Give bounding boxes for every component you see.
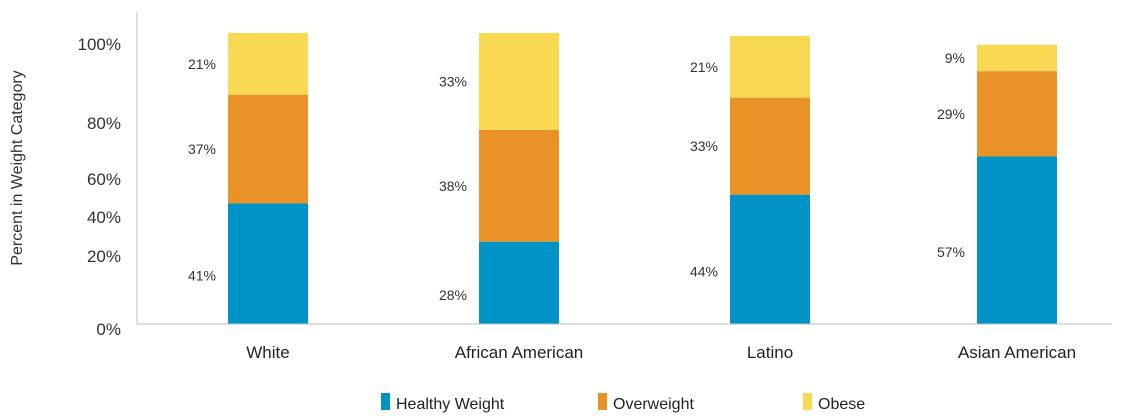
data-label: 21% xyxy=(188,56,216,72)
x-category-label: Asian American xyxy=(958,343,1076,362)
legend-swatch xyxy=(803,393,812,410)
y-axis-title: Percent in Weight Category xyxy=(9,70,26,265)
y-tick-label: 60% xyxy=(87,170,121,189)
y-tick-label: 80% xyxy=(87,114,121,133)
legend: Healthy Weight Overweight Obese xyxy=(381,393,865,413)
data-label: 37% xyxy=(188,141,216,157)
x-category-label: Latino xyxy=(747,343,793,362)
bar-segment-overweight xyxy=(730,97,810,195)
legend-swatch xyxy=(598,393,607,410)
bar-segment-overweight xyxy=(977,71,1057,157)
data-label: 41% xyxy=(188,268,216,284)
bar-segment-obese xyxy=(479,32,559,130)
x-category-label: African American xyxy=(455,343,584,362)
y-tick-label: 100% xyxy=(78,35,121,54)
bar-segment-overweight xyxy=(479,129,559,242)
bar-segment-healthy-weight xyxy=(228,203,308,324)
y-tick-label: 20% xyxy=(87,247,121,266)
data-label: 57% xyxy=(937,244,965,260)
data-label: 33% xyxy=(690,138,718,154)
data-label: 38% xyxy=(439,178,467,194)
bar-segment-healthy-weight xyxy=(977,156,1057,324)
data-label: 21% xyxy=(690,59,718,75)
legend-swatch xyxy=(381,393,390,410)
bar-segment-obese xyxy=(228,32,308,95)
bars xyxy=(228,32,1057,324)
bar-segment-obese xyxy=(730,35,810,98)
bar-segment-overweight xyxy=(228,94,308,204)
bar-segment-healthy-weight xyxy=(479,241,559,324)
data-label: 44% xyxy=(690,263,718,279)
x-category-label: White xyxy=(246,343,289,362)
y-axis-ticks: 0% 20% 40% 60% 80% 100% xyxy=(78,35,121,339)
data-labels: 41% 37% 21% 28% 38% 33% 44% 33% 21% 57% 29% 9% xyxy=(188,50,965,303)
y-tick-label: 0% xyxy=(96,320,121,339)
data-label: 33% xyxy=(439,73,467,89)
bar-segment-obese xyxy=(977,44,1057,72)
legend-label: Obese xyxy=(818,396,865,413)
y-tick-label: 40% xyxy=(87,208,121,227)
legend-label: Overweight xyxy=(613,396,694,413)
bar-segment-healthy-weight xyxy=(730,194,810,324)
data-label: 28% xyxy=(439,287,467,303)
data-label: 29% xyxy=(937,106,965,122)
x-axis-labels: White African American Latino Asian America… xyxy=(246,343,1076,362)
legend-label: Healthy Weight xyxy=(396,396,505,413)
data-label: 9% xyxy=(945,50,965,66)
